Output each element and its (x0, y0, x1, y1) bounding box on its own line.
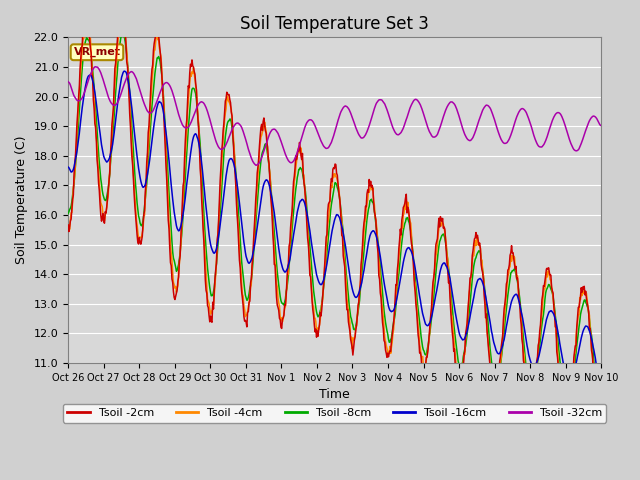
Y-axis label: Soil Temperature (C): Soil Temperature (C) (15, 136, 28, 264)
Text: VR_met: VR_met (74, 47, 120, 58)
Title: Soil Temperature Set 3: Soil Temperature Set 3 (240, 15, 429, 33)
X-axis label: Time: Time (319, 388, 350, 401)
Legend: Tsoil -2cm, Tsoil -4cm, Tsoil -8cm, Tsoil -16cm, Tsoil -32cm: Tsoil -2cm, Tsoil -4cm, Tsoil -8cm, Tsoi… (63, 404, 607, 422)
